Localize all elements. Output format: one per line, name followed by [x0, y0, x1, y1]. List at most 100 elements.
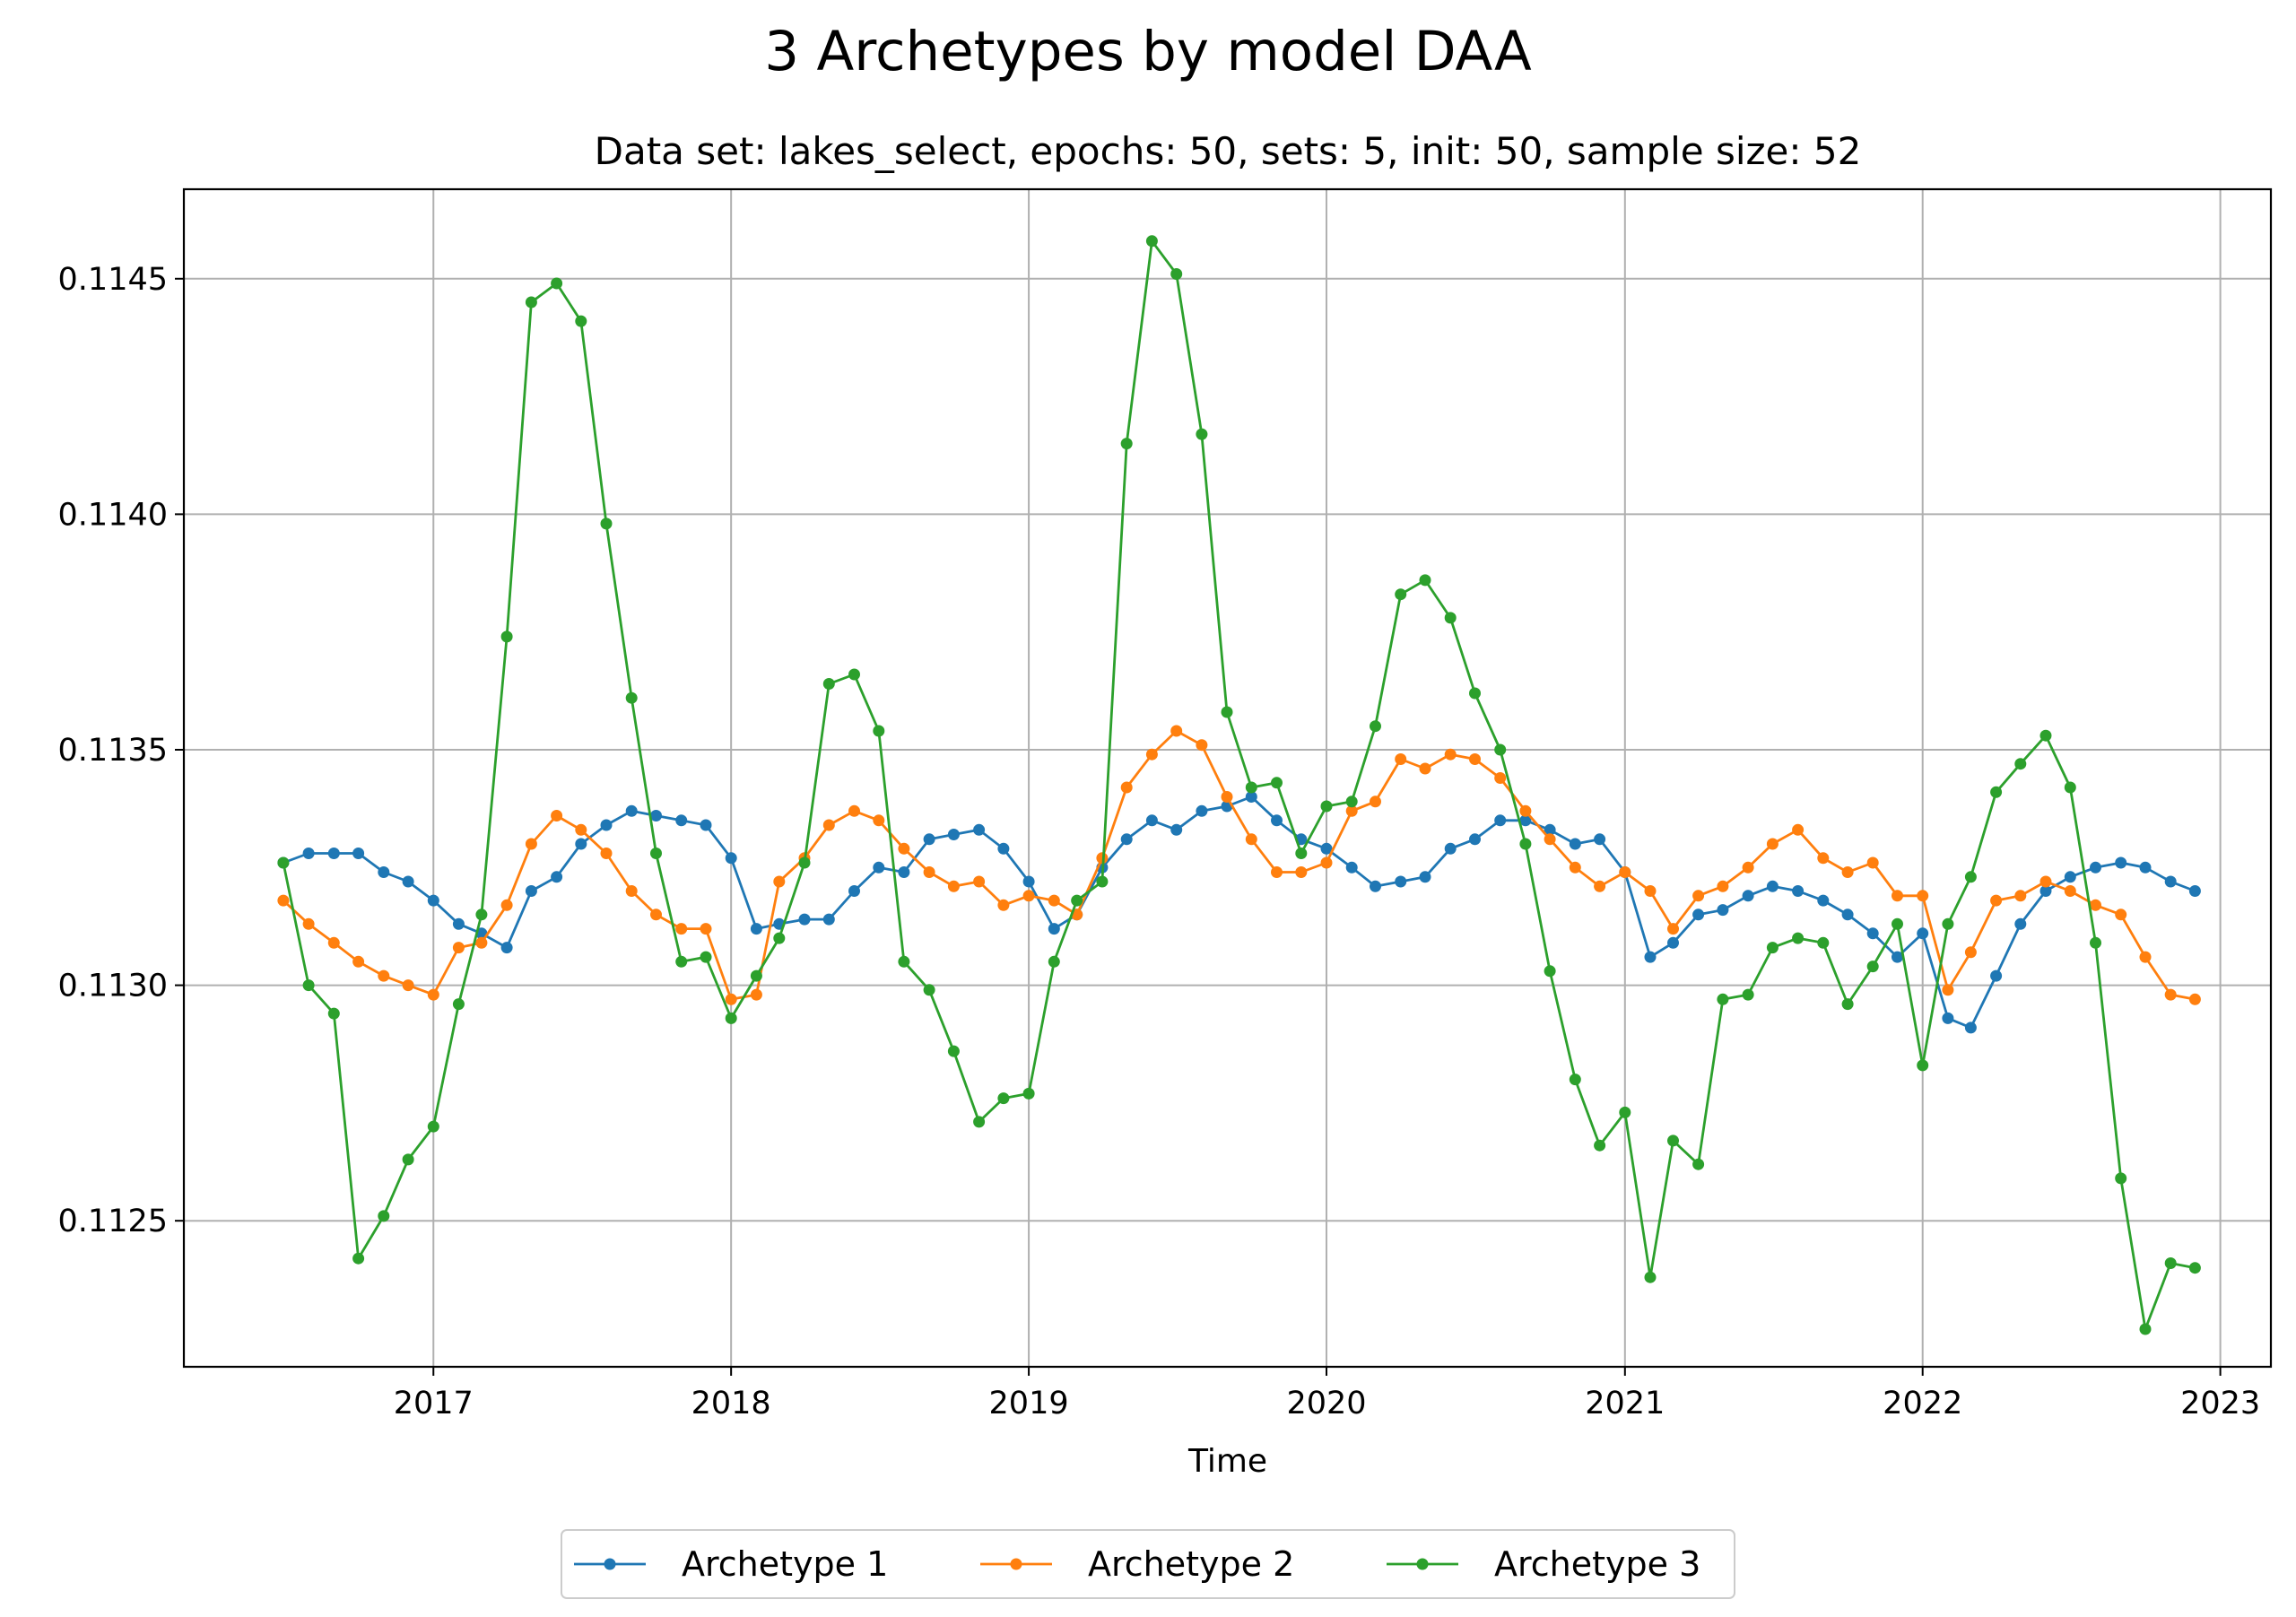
data-point	[1444, 612, 1457, 624]
data-point	[1644, 951, 1657, 963]
data-point	[2014, 890, 2027, 902]
data-point	[1544, 965, 1556, 978]
chart-title: 3 Archetypes by model DAA	[764, 20, 1532, 83]
data-point	[2115, 856, 2127, 869]
y-tick-label: 0.1125	[58, 1204, 168, 1239]
data-point	[1644, 885, 1657, 897]
data-point	[822, 678, 835, 690]
data-point	[1990, 786, 2003, 798]
data-point	[1120, 438, 1133, 450]
data-point	[1096, 875, 1109, 888]
data-point	[1519, 804, 1532, 817]
data-point	[1817, 852, 1830, 865]
data-point	[1619, 866, 1631, 878]
data-point	[1370, 720, 1381, 733]
legend-label: Archetype 2	[1088, 1544, 1294, 1584]
data-point	[2039, 875, 2052, 888]
data-point	[1544, 833, 1556, 846]
data-point	[2139, 951, 2152, 963]
data-point	[1469, 687, 1481, 700]
data-point	[2115, 908, 2127, 921]
data-point	[1370, 880, 1381, 892]
data-point	[898, 955, 910, 968]
data-point	[1295, 866, 1308, 878]
data-point	[973, 823, 986, 836]
data-point	[1345, 795, 1358, 808]
data-point	[822, 913, 835, 926]
data-point	[2164, 875, 2177, 888]
data-point	[352, 955, 365, 968]
data-point	[475, 908, 488, 921]
data-point	[650, 810, 662, 822]
grid-lines	[184, 189, 2271, 1367]
data-point	[500, 630, 513, 643]
data-point	[1667, 923, 1679, 935]
data-point	[1022, 875, 1035, 888]
data-point	[1295, 848, 1308, 859]
legend-item: Archetype 1	[574, 1544, 888, 1584]
data-point	[327, 1007, 340, 1020]
x-tick-label: 2021	[1585, 1386, 1665, 1421]
data-point	[973, 875, 986, 888]
series-line	[282, 729, 2196, 1001]
data-point	[798, 856, 811, 869]
data-point	[1717, 904, 1729, 917]
x-tick-label: 2023	[2180, 1386, 2260, 1421]
data-point	[997, 1092, 1010, 1105]
data-point	[1469, 753, 1481, 765]
data-point	[1271, 814, 1283, 827]
data-point	[1245, 833, 1257, 846]
data-point	[1766, 942, 1779, 954]
data-point	[1942, 1012, 1954, 1024]
data-point	[1221, 791, 1233, 803]
data-point	[1022, 890, 1035, 902]
data-point	[650, 908, 662, 921]
data-point	[947, 1045, 960, 1057]
data-point	[2164, 1257, 2177, 1269]
data-point	[2064, 885, 2076, 897]
data-point	[378, 1210, 390, 1222]
data-point	[1271, 777, 1283, 789]
data-point	[898, 866, 910, 878]
data-point	[475, 936, 488, 949]
data-point	[625, 885, 638, 897]
data-point	[1692, 908, 1705, 921]
data-point	[1071, 894, 1083, 907]
data-point	[848, 804, 860, 817]
data-point	[1792, 823, 1805, 836]
data-point	[1271, 866, 1283, 878]
data-point	[1120, 781, 1133, 794]
legend-marker	[1010, 1558, 1022, 1570]
legend-marker	[604, 1558, 616, 1570]
data-point	[1221, 706, 1233, 718]
data-point	[525, 296, 537, 309]
data-point	[2188, 1262, 2201, 1274]
data-point	[402, 875, 414, 888]
data-point	[1942, 917, 1954, 930]
data-point	[1419, 574, 1431, 587]
data-point	[1170, 725, 1183, 737]
data-point	[848, 885, 860, 897]
data-point	[525, 838, 537, 850]
data-point	[1494, 814, 1507, 827]
data-point	[973, 1116, 986, 1128]
x-tick-label: 2017	[394, 1386, 474, 1421]
legend-label: Archetype 3	[1494, 1544, 1700, 1584]
y-tick-label: 0.1145	[58, 262, 168, 298]
x-tick-label: 2022	[1883, 1386, 1962, 1421]
data-point	[650, 848, 662, 859]
data-point	[1742, 890, 1754, 902]
data-point	[773, 875, 786, 888]
data-point	[1619, 1106, 1631, 1118]
data-point	[798, 913, 811, 926]
data-point	[1048, 894, 1060, 907]
data-point	[1048, 923, 1060, 935]
data-point	[1469, 833, 1481, 846]
data-point	[452, 917, 465, 930]
data-point	[2115, 1172, 2127, 1185]
data-point	[1667, 1135, 1679, 1147]
data-point	[1419, 871, 1431, 883]
data-point	[2064, 781, 2076, 794]
data-point	[725, 852, 737, 865]
data-point	[352, 1252, 365, 1265]
